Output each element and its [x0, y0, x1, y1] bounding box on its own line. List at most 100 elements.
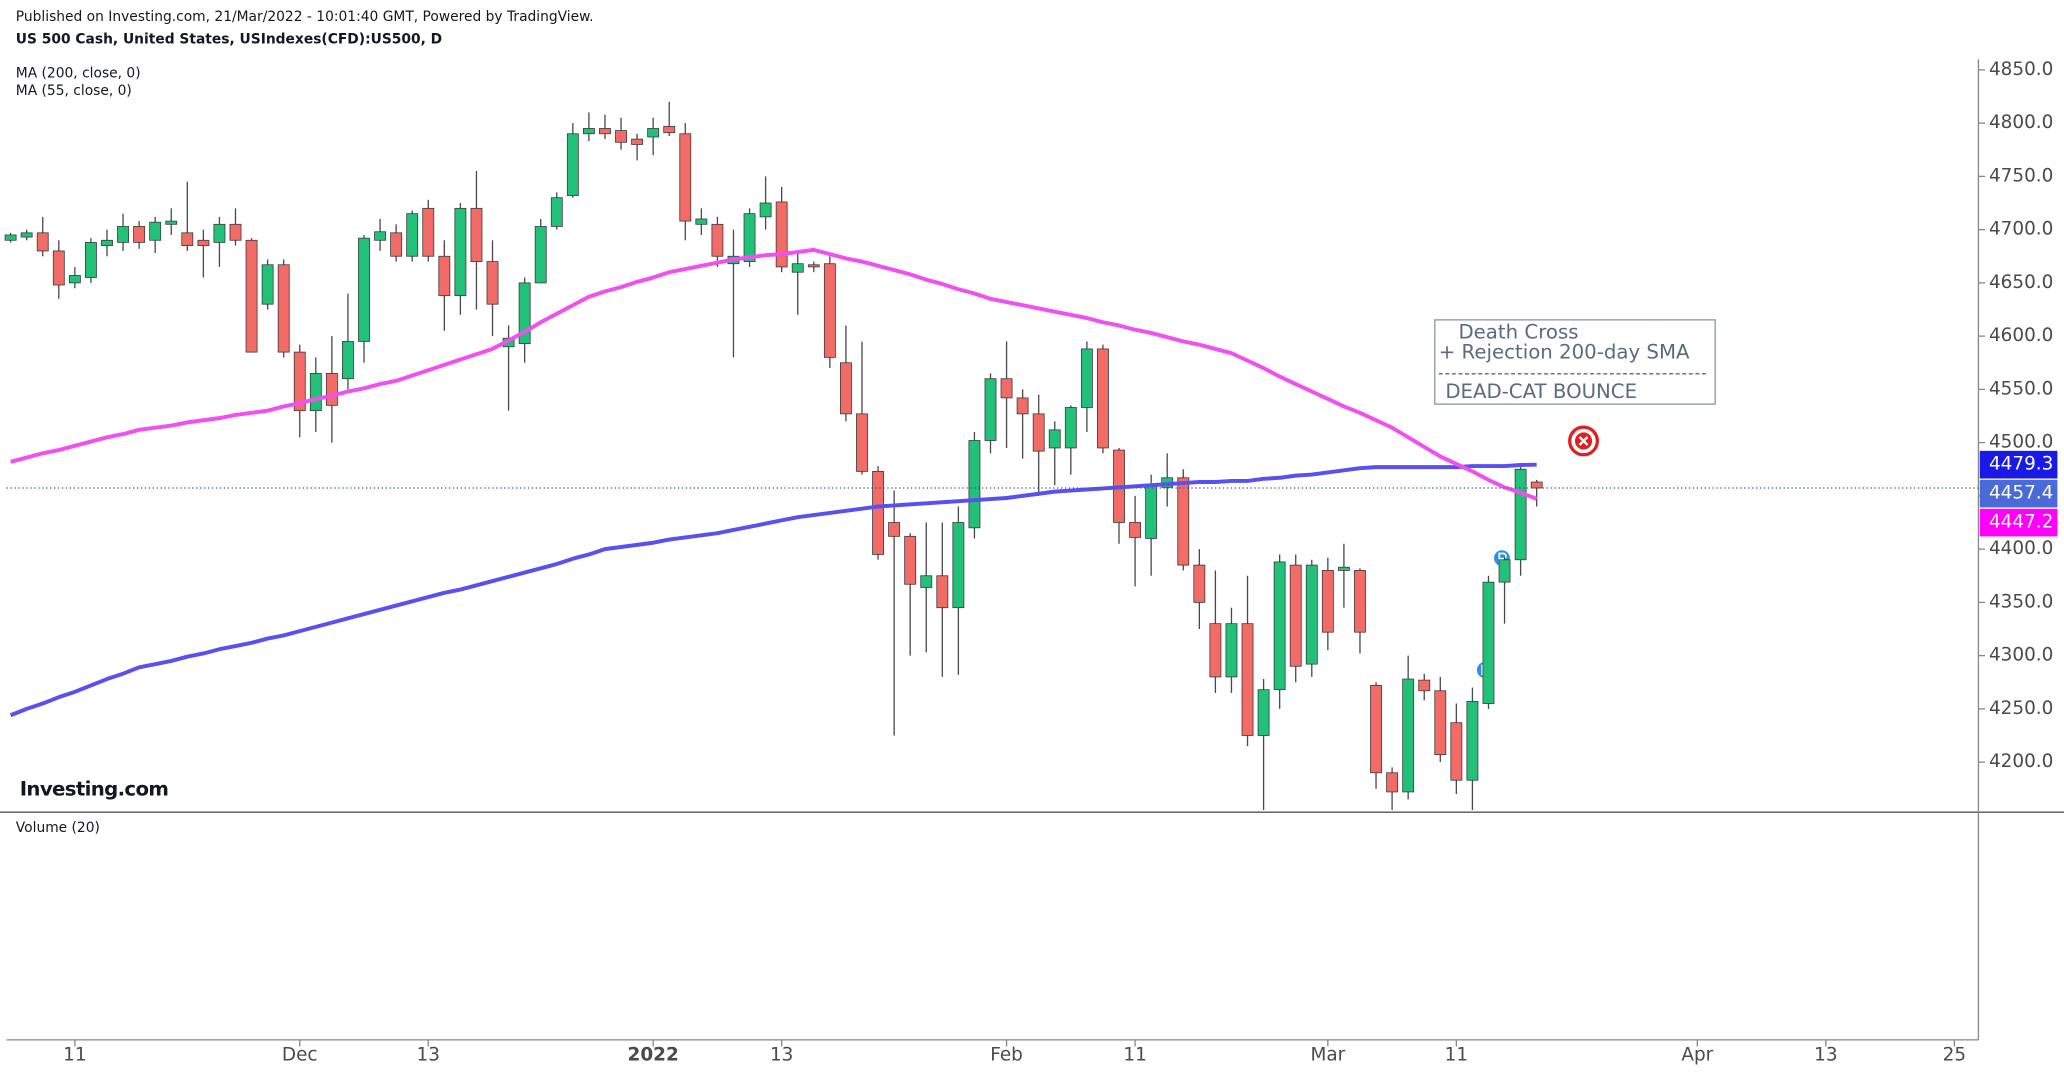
source-note: Published on Investing.com, 21/Mar/2022 … — [16, 9, 594, 25]
candle-body — [1193, 564, 1206, 603]
candle-body — [840, 362, 852, 415]
moving-average-line — [10, 247, 1538, 501]
y-tick-label: 4750.0 — [1989, 165, 2053, 186]
marker-glyph — [1498, 552, 1507, 564]
price-tag-label: 4447.2 — [1989, 512, 2053, 533]
candle-body — [36, 232, 49, 252]
candle-body — [68, 275, 81, 284]
price-tag — [1979, 508, 2058, 537]
rejection-icon — [1568, 425, 1600, 457]
candle-body — [374, 231, 386, 241]
candle-body — [470, 207, 483, 262]
candle-body — [1530, 481, 1543, 489]
y-tick-label: 4350.0 — [1989, 591, 2053, 612]
candle-body — [1145, 484, 1158, 539]
candle-body — [213, 223, 226, 243]
candles — [4, 101, 1543, 811]
x-tick-label: 2022 — [628, 1045, 679, 1066]
candle-body — [1402, 678, 1415, 793]
candle-body — [550, 197, 563, 227]
x-tick-label: 11 — [63, 1045, 86, 1066]
candle-body — [647, 128, 660, 138]
candle-body — [1225, 623, 1238, 678]
candle-body — [438, 255, 451, 297]
volume-label: Volume (20) — [16, 820, 100, 836]
candle-body — [1482, 581, 1495, 704]
candle-body — [149, 221, 162, 241]
y-tick-label: 4400.0 — [1989, 538, 2053, 559]
candle-body — [422, 207, 435, 257]
candle-body — [390, 232, 403, 257]
candle-body — [1514, 468, 1527, 561]
candle-body — [1418, 679, 1431, 692]
candle-body — [1354, 570, 1366, 633]
chart-title: US 500 Cash, United States, USIndexes(CF… — [16, 31, 442, 47]
candle-body — [807, 264, 820, 268]
candle-body — [1209, 623, 1222, 678]
x-tick-label: Apr — [1681, 1045, 1713, 1066]
candle-body — [406, 213, 419, 257]
candle-body — [984, 378, 997, 441]
candle-body — [663, 125, 676, 134]
candle-body — [486, 261, 499, 305]
y-tick-label: 4550.0 — [1989, 378, 2053, 399]
legend-entry: MA (55, close, 0) — [16, 83, 132, 99]
logo: Investing.com — [20, 777, 169, 800]
candle-body — [518, 282, 531, 344]
candle-body — [261, 264, 274, 305]
candle-body — [968, 440, 981, 529]
candle-body — [1305, 564, 1318, 665]
candle-body — [1386, 772, 1399, 793]
candle-body — [1257, 689, 1270, 736]
moving-average-line — [9, 462, 1537, 718]
y-tick-label: 4700.0 — [1989, 219, 2053, 240]
candle-body — [823, 263, 836, 358]
candle-body — [582, 128, 595, 135]
price-tag — [1979, 450, 2058, 479]
candle-body — [1064, 407, 1077, 449]
x-tick-label: 11 — [1123, 1045, 1146, 1066]
candle-body — [309, 373, 322, 412]
candle-body — [229, 223, 242, 241]
y-tick-label: 4300.0 — [1989, 645, 2053, 666]
price-tag-label: 4479.3 — [1989, 454, 2053, 475]
x-tick-label: Feb — [990, 1045, 1023, 1066]
annotation-text: Death Cross — [1458, 321, 1578, 344]
candle-body — [615, 130, 627, 143]
candle-body — [743, 213, 756, 262]
candle-body — [342, 341, 354, 380]
candle-body — [133, 226, 146, 243]
x-tick-label: 13 — [1814, 1045, 1837, 1066]
candle-body — [1048, 429, 1061, 449]
candle-body — [84, 242, 97, 278]
x-tick-label: Mar — [1310, 1045, 1345, 1066]
candle-body — [101, 239, 113, 246]
candle-body — [952, 522, 965, 609]
candle-body — [1321, 570, 1334, 633]
candle-body — [117, 226, 129, 243]
candle-body — [775, 201, 788, 268]
y-tick-label: 4600.0 — [1989, 325, 2053, 346]
candle-body — [1097, 348, 1109, 449]
x-tick-label: 11 — [1445, 1045, 1468, 1066]
candle-body — [277, 264, 290, 353]
candle-body — [711, 223, 724, 257]
candle-body — [52, 250, 65, 286]
y-tick-label: 4200.0 — [1989, 751, 2053, 772]
candle-body — [888, 522, 901, 537]
x-tick-label: Dec — [282, 1045, 318, 1066]
candle-body — [631, 138, 644, 145]
candle-body — [599, 128, 611, 135]
candle-body — [566, 133, 579, 196]
candle-body — [1000, 378, 1013, 399]
candle-body — [1337, 566, 1350, 571]
annotation: Death Cross + Rejection 200-day SMA DEAD… — [1434, 319, 1716, 405]
candle-body — [1466, 701, 1479, 781]
candle-body — [791, 263, 804, 273]
candle-body — [20, 232, 33, 238]
x-tick-label: 25 — [1943, 1045, 1966, 1066]
price-tag-label: 4457.4 — [1989, 483, 2053, 504]
candle-body — [1032, 413, 1045, 452]
candle-body — [4, 234, 17, 241]
y-tick-label: 4650.0 — [1989, 272, 2053, 293]
